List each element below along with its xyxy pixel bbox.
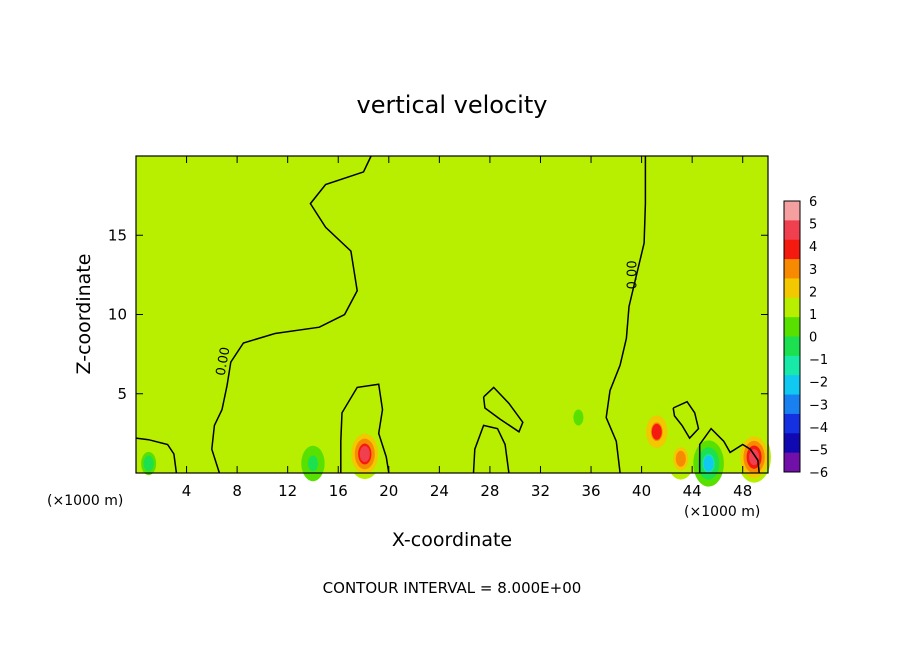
x-tick-label: 48	[733, 482, 752, 500]
colorbar-label: 4	[809, 240, 817, 255]
contour-interval-note: CONTOUR INTERVAL = 8.000E+00	[323, 579, 582, 597]
chart-title: vertical velocity	[357, 91, 548, 119]
y-tick-label: 15	[108, 226, 127, 244]
contour-line-2	[340, 383, 390, 474]
contour-line-3	[135, 437, 178, 474]
colorbar-swatch	[784, 317, 800, 337]
heatmap-field	[136, 156, 771, 487]
colorbar-label: 2	[809, 285, 817, 300]
colorbar-label: −1	[809, 353, 828, 368]
colorbar-swatch	[784, 297, 800, 318]
colorbar-swatch	[784, 239, 800, 260]
contour-label: 0.00	[626, 260, 641, 289]
colorbar-label: 6	[809, 195, 817, 210]
zero-contours: 0.00 0.00	[135, 155, 760, 474]
colorbar-swatch	[784, 336, 800, 357]
x-tick-label: 12	[278, 482, 297, 500]
x-unit-left: (×1000 m)	[47, 493, 123, 509]
x-tick-label: 28	[480, 482, 499, 500]
colorbar-swatch	[784, 375, 800, 396]
x-tick-label: 24	[430, 482, 449, 500]
contour-line-4	[472, 424, 510, 474]
heatmap-peak	[749, 449, 760, 466]
heatmap-peak	[143, 455, 154, 472]
colorbar-frame	[783, 200, 801, 473]
heatmap-peak	[675, 450, 686, 467]
colorbar-label: −2	[809, 376, 828, 391]
contour-line-0	[211, 155, 372, 474]
colorbar-swatch	[784, 278, 800, 299]
contour-line-5	[482, 386, 524, 433]
y-axis-label: Z-coordinate	[73, 254, 95, 375]
colorbar-label: 5	[809, 218, 817, 233]
heatmap-peak	[359, 445, 370, 462]
colorbar-label: 1	[809, 308, 817, 323]
x-tick-label: 36	[581, 482, 600, 500]
x-tick-label: 32	[531, 482, 550, 500]
x-tick-label: 8	[232, 482, 242, 500]
x-axis-label: X-coordinate	[392, 529, 512, 551]
colorbar-label: −6	[809, 466, 828, 481]
x-tick-label: 16	[329, 482, 348, 500]
y-tick-label: 5	[117, 385, 127, 403]
heatmap-background	[136, 156, 768, 473]
x-tick-label: 4	[182, 482, 192, 500]
colorbar-label: 3	[809, 263, 817, 278]
colorbar-swatch	[784, 220, 800, 241]
contour-line-1	[605, 156, 647, 474]
heatmap-peak	[651, 423, 662, 440]
x-tick-label: 20	[379, 482, 398, 500]
colorbar-label: 0	[809, 331, 817, 346]
heatmap-peak	[307, 455, 318, 472]
heatmap-peak	[703, 455, 714, 472]
colorbar-swatch	[784, 394, 800, 415]
contour-line-7	[698, 427, 760, 474]
colorbar-swatch	[784, 355, 800, 376]
colorbar-label: −3	[809, 398, 828, 413]
x-unit-right: (×1000 m)	[684, 504, 760, 520]
colorbar-swatch	[784, 201, 800, 221]
colorbar-swatch	[784, 433, 800, 454]
colorbar-swatch	[784, 413, 800, 434]
colorbar-label: −5	[809, 443, 828, 458]
contour-label: 0.00	[214, 346, 234, 377]
heatmap-peak	[194, 442, 205, 459]
colorbar: 6 5 4 3 2 1 0 −1 −2 −3 −4 −5 −6	[783, 195, 828, 481]
x-tick-label: 40	[632, 482, 651, 500]
colorbar-swatch	[784, 452, 800, 473]
heatmap-peak	[573, 409, 584, 426]
x-tick-label: 44	[683, 482, 702, 500]
colorbar-label: −4	[809, 421, 828, 436]
colorbar-swatch	[784, 259, 800, 279]
contour-line-6	[672, 400, 700, 440]
y-tick-label: 10	[108, 306, 127, 324]
